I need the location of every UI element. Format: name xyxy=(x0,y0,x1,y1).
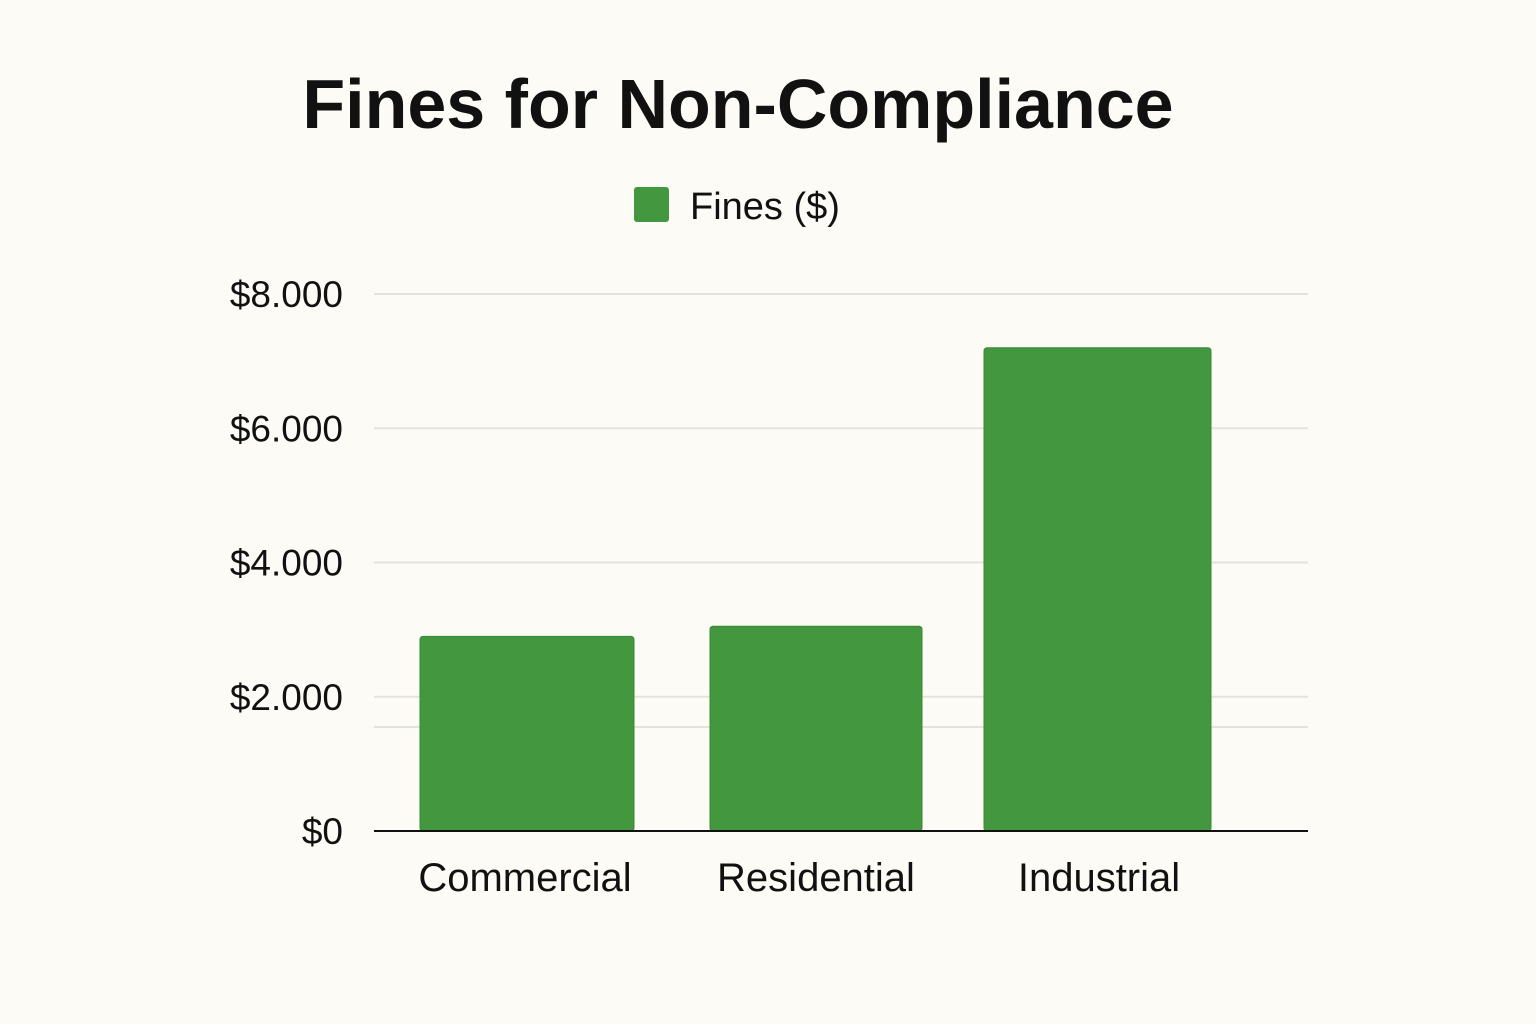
x-category-label: Residential xyxy=(717,856,915,900)
chart-title: Fines for Non-Compliance xyxy=(302,65,1173,143)
legend-swatch xyxy=(634,187,669,222)
x-category-label: Industrial xyxy=(1018,856,1180,900)
bar-industrial xyxy=(983,347,1212,832)
x-axis-categories: Commercial Residential Industrial xyxy=(418,856,1180,900)
y-axis-ticks: $0 $2.000 $4.000 $6.000 $8.000 xyxy=(230,274,343,852)
y-tick-label: $8.000 xyxy=(230,274,343,315)
y-tick-label: $2.000 xyxy=(230,677,343,718)
legend-label: Fines ($) xyxy=(690,186,840,228)
legend: Fines ($) xyxy=(634,186,840,228)
bars xyxy=(419,347,1212,832)
y-tick-label: $0 xyxy=(302,811,343,852)
y-tick-label: $6.000 xyxy=(230,408,343,449)
y-tick-label: $4.000 xyxy=(230,543,343,584)
bar-commercial xyxy=(419,635,635,832)
x-category-label: Commercial xyxy=(418,856,631,900)
bar-residential xyxy=(709,625,923,832)
